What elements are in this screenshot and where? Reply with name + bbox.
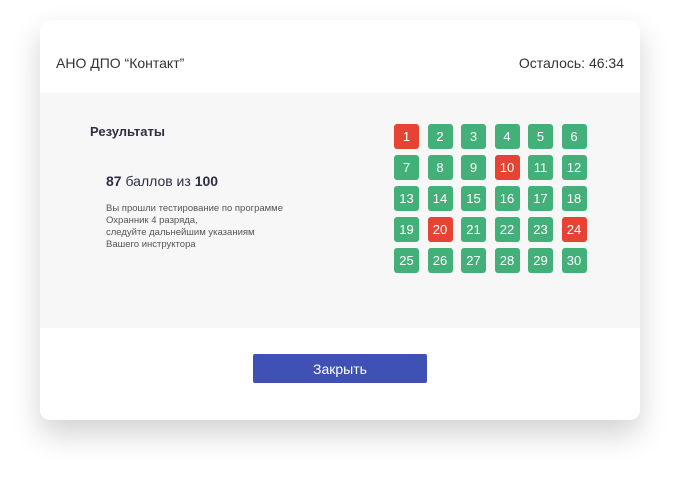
message-line: Вашего инструктора bbox=[106, 239, 196, 250]
message-line: Вы прошли тестирование по программе bbox=[106, 203, 283, 214]
question-cell-correct[interactable]: 7 bbox=[394, 155, 419, 180]
question-cell-correct[interactable]: 29 bbox=[528, 248, 553, 273]
question-cell-wrong[interactable]: 20 bbox=[427, 217, 453, 242]
question-cell-wrong[interactable]: 24 bbox=[561, 217, 587, 242]
score-value: 87 bbox=[106, 173, 122, 189]
message-line: следуйте дальнейшим указаниям bbox=[106, 227, 255, 238]
question-cell-correct[interactable]: 5 bbox=[528, 124, 553, 149]
question-cell-correct[interactable]: 2 bbox=[427, 124, 453, 149]
question-cell-correct[interactable]: 27 bbox=[461, 248, 486, 273]
question-cell-correct[interactable]: 18 bbox=[561, 186, 587, 211]
question-cell-correct[interactable]: 9 bbox=[461, 155, 486, 180]
question-cell-correct[interactable]: 11 bbox=[528, 155, 553, 180]
question-cell-wrong[interactable]: 1 bbox=[394, 124, 419, 149]
question-cell-wrong[interactable]: 10 bbox=[494, 155, 520, 180]
question-cell-correct[interactable]: 12 bbox=[561, 155, 587, 180]
time-remaining: Осталось: 46:34 bbox=[518, 55, 624, 71]
results-panel: Результаты 87 баллов из 100 Вы прошли те… bbox=[40, 93, 640, 328]
score: 87 баллов из 100 bbox=[106, 173, 218, 189]
question-cell-correct[interactable]: 4 bbox=[494, 124, 520, 149]
question-cell-correct[interactable]: 30 bbox=[561, 248, 587, 273]
question-cell-correct[interactable]: 23 bbox=[528, 217, 553, 242]
question-cell-correct[interactable]: 16 bbox=[494, 186, 520, 211]
question-cell-correct[interactable]: 8 bbox=[427, 155, 453, 180]
result-message: Вы прошли тестирование по программе Охра… bbox=[106, 203, 283, 251]
question-cell-correct[interactable]: 26 bbox=[427, 248, 453, 273]
score-text: баллов из bbox=[121, 173, 195, 189]
question-cell-correct[interactable]: 22 bbox=[494, 217, 520, 242]
question-grid: 1 2 3 4 5 6 7 8 9 10 11 12 13 14 15 16 17 18 19 20 21 22 23 24 2… bbox=[394, 124, 587, 273]
question-cell-correct[interactable]: 21 bbox=[461, 217, 486, 242]
question-cell-correct[interactable]: 28 bbox=[494, 248, 520, 273]
question-cell-correct[interactable]: 17 bbox=[528, 186, 553, 211]
message-line: Охранник 4 разряда, bbox=[106, 215, 198, 226]
question-cell-correct[interactable]: 3 bbox=[461, 124, 486, 149]
question-cell-correct[interactable]: 14 bbox=[427, 186, 453, 211]
organization-name: АНО ДПО “Контакт” bbox=[56, 55, 185, 71]
close-button[interactable]: Закрыть bbox=[253, 354, 427, 383]
question-cell-correct[interactable]: 19 bbox=[394, 217, 419, 242]
question-cell-correct[interactable]: 13 bbox=[394, 186, 419, 211]
score-max: 100 bbox=[194, 173, 219, 189]
results-title: Результаты bbox=[90, 124, 165, 139]
question-cell-correct[interactable]: 25 bbox=[394, 248, 419, 273]
question-cell-correct[interactable]: 6 bbox=[561, 124, 587, 149]
question-cell-correct[interactable]: 15 bbox=[461, 186, 486, 211]
results-dialog: АНО ДПО “Контакт” Осталось: 46:34 Резуль… bbox=[40, 20, 640, 420]
